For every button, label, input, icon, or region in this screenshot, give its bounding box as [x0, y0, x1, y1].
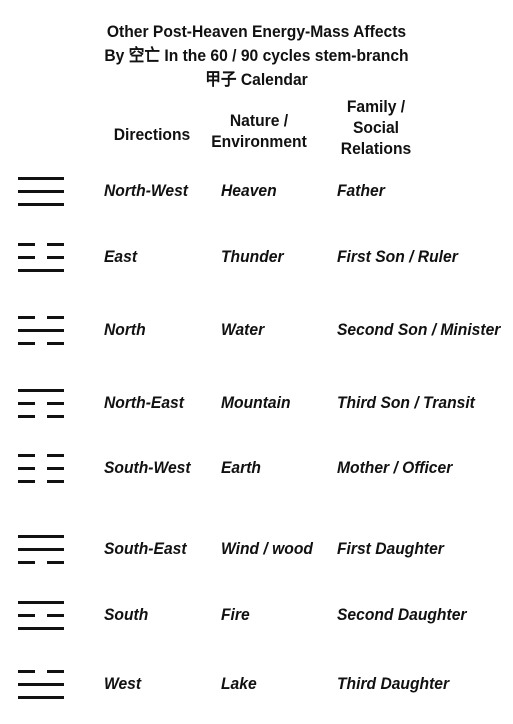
broken-line: [18, 316, 64, 319]
direction-cell: South: [104, 605, 149, 624]
table-row: North-West Heaven Father: [0, 171, 513, 211]
broken-line: [18, 243, 64, 246]
table-row: South-West Earth Mother / Officer: [0, 448, 513, 488]
broken-line: [18, 614, 64, 617]
nature-cell: Mountain: [221, 393, 291, 412]
trigram-icon: [18, 601, 64, 631]
trigram-icon: [18, 389, 64, 419]
direction-cell: North-West: [104, 181, 188, 200]
direction-cell: South-West: [104, 458, 191, 477]
table-row: North-East Mountain Third Son / Transit: [0, 383, 513, 423]
solid-line: [18, 190, 64, 193]
solid-line: [18, 203, 64, 206]
family-cell: Third Son / Transit: [337, 393, 475, 412]
header-nature-environment: Nature / Environment: [211, 111, 307, 151]
nature-cell: Heaven: [221, 181, 277, 200]
nature-cell: Water: [221, 320, 265, 339]
broken-line: [18, 402, 64, 405]
broken-line: [18, 256, 64, 259]
table-row: South Fire Second Daughter: [0, 595, 513, 635]
nature-cell: Earth: [221, 458, 261, 477]
nature-cell: Thunder: [221, 247, 284, 266]
trigram-icon: [18, 535, 64, 565]
trigram-icon: [18, 316, 64, 346]
trigram-icon: [18, 670, 64, 700]
solid-line: [18, 627, 64, 630]
direction-cell: South-East: [104, 539, 187, 558]
trigram-icon: [18, 243, 64, 273]
broken-line: [18, 342, 64, 345]
broken-line: [18, 480, 64, 483]
header-family-social-relations: Family / Social Relations: [340, 97, 412, 158]
solid-line: [18, 696, 64, 699]
solid-line: [18, 601, 64, 604]
family-cell: Second Son / Minister: [337, 320, 501, 339]
header-directions: Directions: [113, 125, 191, 144]
broken-line: [18, 561, 64, 564]
trigram-icon: [18, 454, 64, 484]
table-row: North Water Second Son / Minister: [0, 310, 513, 350]
trigram-icon: [18, 177, 64, 207]
family-cell: First Son / Ruler: [337, 247, 458, 266]
nature-cell: Wind / wood: [221, 539, 313, 558]
direction-cell: West: [104, 674, 142, 693]
family-cell: Mother / Officer: [337, 458, 453, 477]
solid-line: [18, 683, 64, 686]
table-row: East Thunder First Son / Ruler: [0, 237, 513, 277]
broken-line: [18, 454, 64, 457]
nature-cell: Fire: [221, 605, 250, 624]
direction-cell: East: [104, 247, 138, 266]
solid-line: [18, 329, 64, 332]
solid-line: [18, 389, 64, 392]
table-row: South-East Wind / wood First Daughter: [0, 529, 513, 569]
title-line-3: 甲子 Calendar: [205, 70, 308, 89]
broken-line: [18, 415, 64, 418]
family-cell: Second Daughter: [337, 605, 467, 624]
title-line-1: Other Post-Heaven Energy-Mass Affects: [106, 22, 407, 41]
family-cell: Third Daughter: [337, 674, 450, 693]
table-row: West Lake Third Daughter: [0, 664, 513, 704]
broken-line: [18, 670, 64, 673]
title-line-2: By 空亡 In the 60 / 90 cycles stem-branch: [104, 46, 409, 65]
broken-line: [18, 467, 64, 470]
direction-cell: North: [104, 320, 146, 339]
solid-line: [18, 535, 64, 538]
family-cell: Father: [337, 181, 385, 200]
direction-cell: North-East: [104, 393, 184, 412]
solid-line: [18, 269, 64, 272]
solid-line: [18, 177, 64, 180]
nature-cell: Lake: [221, 674, 257, 693]
solid-line: [18, 548, 64, 551]
family-cell: First Daughter: [337, 539, 444, 558]
